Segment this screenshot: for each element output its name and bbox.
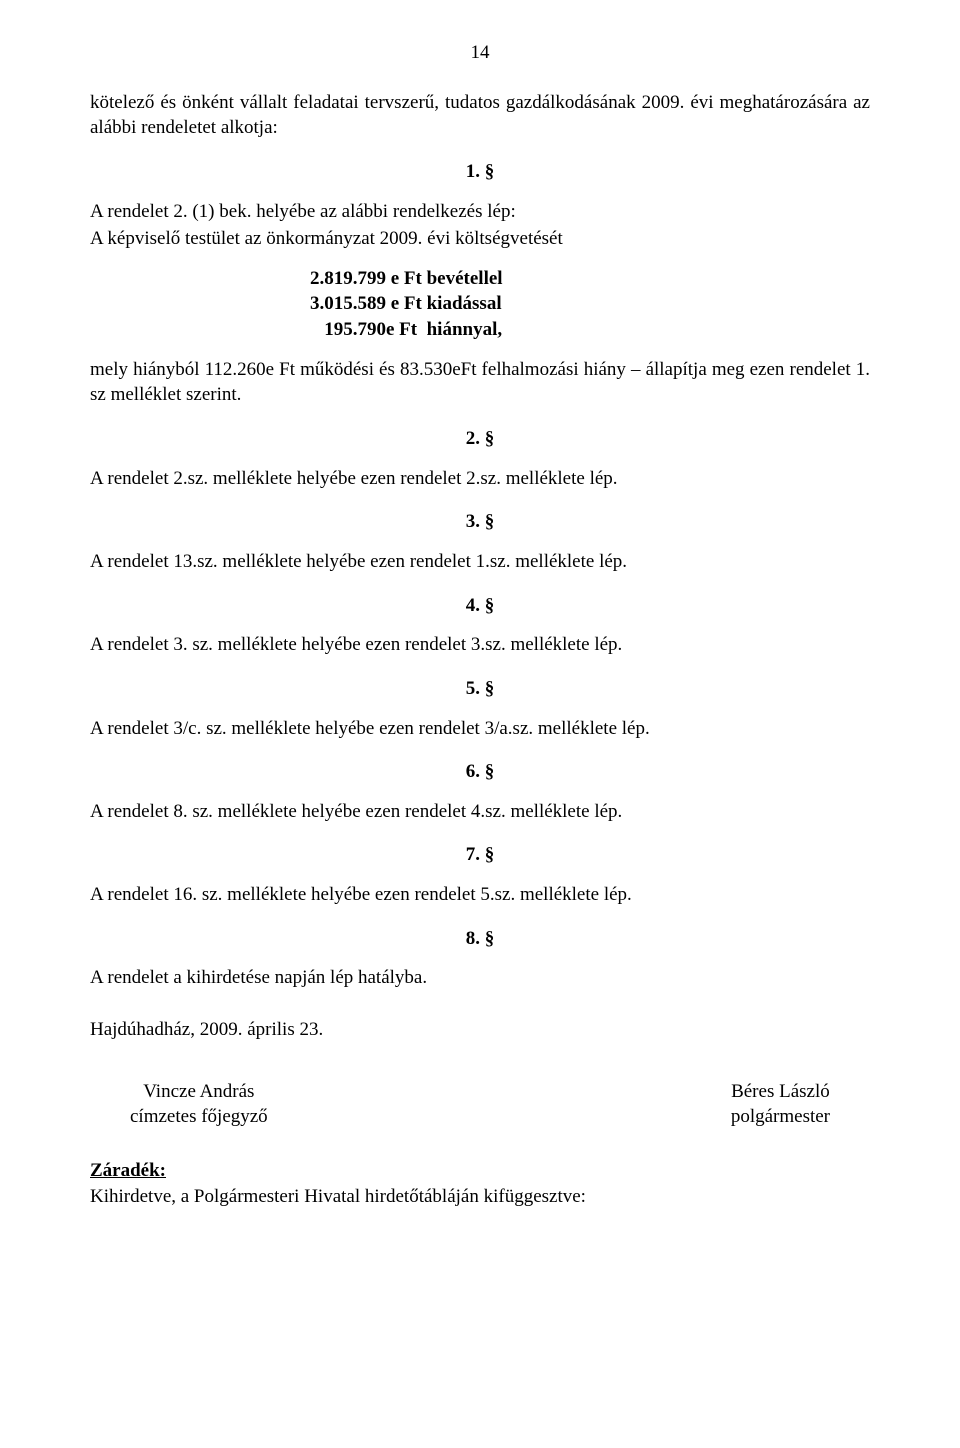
signature-row: Vincze András címzetes főjegyző Béres Lá… <box>90 1079 870 1130</box>
section-7-text: A rendelet 16. sz. melléklete helyébe ez… <box>90 882 870 908</box>
deficit-paragraph: mely hiányból 112.260e Ft működési és 83… <box>90 357 870 408</box>
section-3-number: 3. § <box>90 509 870 535</box>
page-number: 14 <box>90 40 870 66</box>
amount-deficit: 195.790e Ft hiánnyal, <box>310 317 870 343</box>
section-5-number: 5. § <box>90 676 870 702</box>
signature-left: Vincze András címzetes főjegyző <box>130 1079 268 1130</box>
section-7-number: 7. § <box>90 842 870 868</box>
sig-left-title: címzetes főjegyző <box>130 1104 268 1130</box>
section-6-number: 6. § <box>90 759 870 785</box>
sig-right-name: Béres László <box>731 1079 830 1105</box>
intro-paragraph: kötelező és önként vállalt feladatai ter… <box>90 90 870 141</box>
amount-expense: 3.015.589 e Ft kiadással <box>310 291 870 317</box>
section-4-text: A rendelet 3. sz. melléklete helyébe eze… <box>90 632 870 658</box>
budget-amounts: 2.819.799 e Ft bevétellel 3.015.589 e Ft… <box>310 266 870 343</box>
section-3-text: A rendelet 13.sz. melléklete helyébe eze… <box>90 549 870 575</box>
section-2-text: A rendelet 2.sz. melléklete helyébe ezen… <box>90 466 870 492</box>
signature-right: Béres László polgármester <box>731 1079 830 1130</box>
sig-right-title: polgármester <box>731 1104 830 1130</box>
section-1-lead: A rendelet 2. (1) bek. helyébe az alábbi… <box>90 199 870 225</box>
section-6-text: A rendelet 8. sz. melléklete helyébe eze… <box>90 799 870 825</box>
sig-left-name: Vincze András <box>130 1079 268 1105</box>
document-page: 14 kötelező és önként vállalt feladatai … <box>0 0 960 1448</box>
zaradek-label: Záradék: <box>90 1160 166 1181</box>
zaradek-block: Záradék: Kihirdetve, a Polgármesteri Hiv… <box>90 1158 870 1209</box>
amount-revenue: 2.819.799 e Ft bevétellel <box>310 266 870 292</box>
section-8-number: 8. § <box>90 926 870 952</box>
section-2-number: 2. § <box>90 426 870 452</box>
date-line: Hajdúhadház, 2009. április 23. <box>90 1017 870 1043</box>
section-5-text: A rendelet 3/c. sz. melléklete helyébe e… <box>90 716 870 742</box>
zaradek-text: Kihirdetve, a Polgármesteri Hivatal hird… <box>90 1184 870 1210</box>
section-1-number: 1. § <box>90 159 870 185</box>
section-8-text: A rendelet a kihirdetése napján lép hatá… <box>90 965 870 991</box>
section-1-line2: A képviselő testület az önkormányzat 200… <box>90 226 870 252</box>
section-4-number: 4. § <box>90 593 870 619</box>
